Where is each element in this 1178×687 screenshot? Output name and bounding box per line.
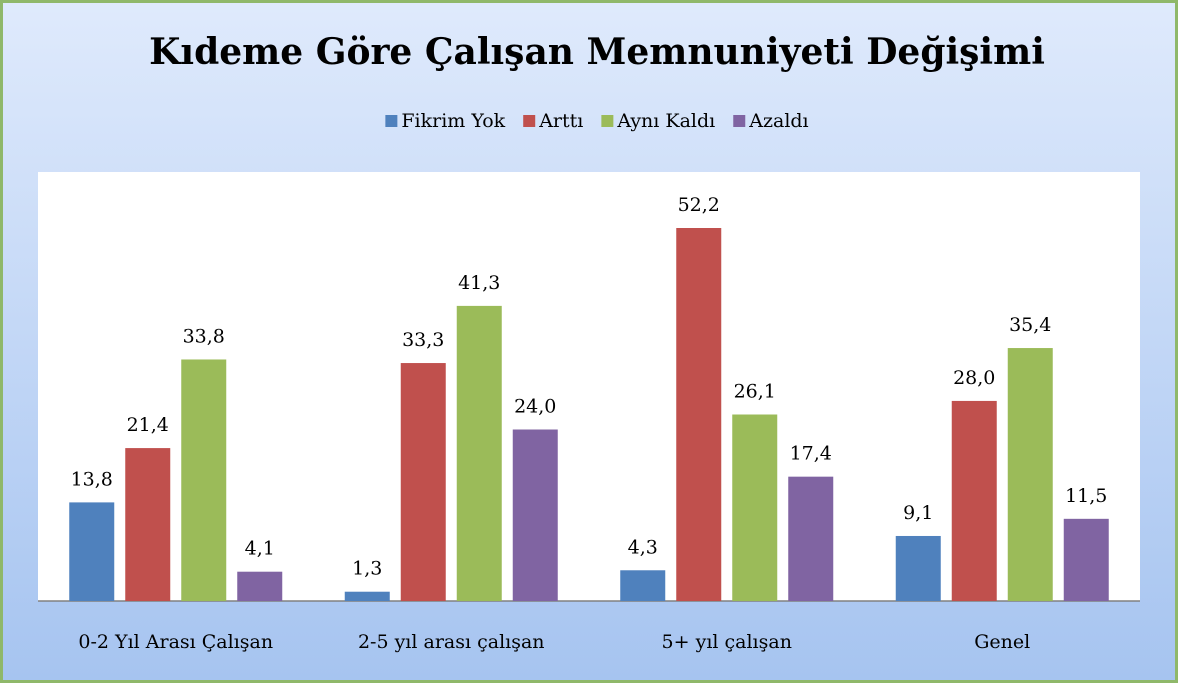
- bar: [732, 414, 778, 601]
- bar: [400, 363, 446, 601]
- bar: [895, 535, 941, 601]
- data-label: 11,5: [1065, 485, 1107, 507]
- bar: [676, 228, 722, 601]
- data-label: 24,0: [514, 396, 556, 418]
- bar: [512, 429, 558, 601]
- data-label: 26,1: [734, 381, 776, 403]
- data-label: 41,3: [458, 272, 500, 294]
- bar: [1063, 518, 1109, 601]
- data-label: 9,1: [903, 502, 933, 524]
- data-label: 17,4: [790, 443, 832, 465]
- legend-label: Fikrim Yok: [401, 110, 505, 132]
- chart-title: Kıdeme Göre Çalışan Memnuniyeti Değişimi: [149, 31, 1045, 73]
- bar: [181, 359, 227, 601]
- x-tick-label: Genel: [974, 631, 1030, 653]
- bar: [456, 305, 502, 601]
- legend-label: Arttı: [538, 110, 583, 132]
- legend-swatch: [523, 115, 536, 127]
- data-label: 1,3: [352, 558, 382, 580]
- legend-swatch: [385, 115, 398, 127]
- data-label: 4,3: [628, 536, 658, 558]
- bar: [1007, 348, 1053, 601]
- data-label: 13,8: [71, 468, 113, 490]
- x-tick-label: 0-2 Yıl Arası Çalışan: [78, 631, 273, 653]
- legend-label: Aynı Kaldı: [616, 110, 715, 132]
- data-label: 21,4: [127, 414, 169, 436]
- x-tick-label: 5+ yıl çalışan: [662, 631, 792, 653]
- bar: [125, 448, 171, 601]
- bar: [237, 571, 283, 601]
- bar: [69, 502, 115, 601]
- legend-swatch: [601, 115, 614, 127]
- bar: [788, 476, 834, 601]
- bar: [344, 591, 390, 601]
- data-label: 28,0: [953, 367, 995, 389]
- legend: Fikrim Yok Arttı Aynı Kaldı Azaldı: [385, 110, 809, 132]
- data-label: 35,4: [1009, 314, 1051, 336]
- bar: [951, 400, 997, 601]
- data-label: 33,3: [402, 329, 444, 351]
- data-label: 52,2: [678, 194, 720, 216]
- legend-swatch: [733, 115, 746, 127]
- bar: [620, 570, 666, 601]
- legend-label: Azaldı: [748, 110, 808, 132]
- data-label: 4,1: [245, 538, 275, 560]
- data-label: 33,8: [183, 325, 225, 347]
- x-tick-label: 2-5 yıl arası çalışan: [358, 631, 545, 653]
